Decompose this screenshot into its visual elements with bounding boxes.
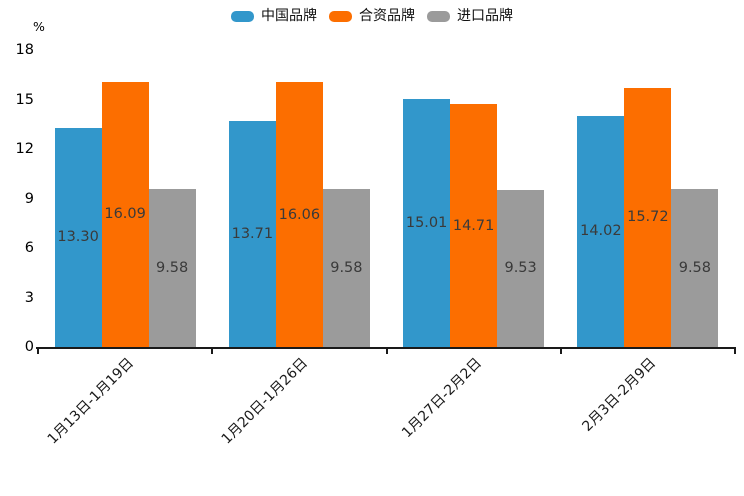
bar-value-label: 13.71: [231, 225, 274, 242]
y-axis-tick-label: 18: [15, 42, 34, 58]
x-axis-category-label: 1月20日-1月26日: [77, 353, 311, 447]
y-axis-unit-label: %: [33, 19, 45, 34]
y-axis-tick-label: 9: [24, 190, 34, 207]
bar-value-label: 16.06: [278, 206, 321, 223]
y-axis-tick-label: 12: [15, 141, 34, 157]
legend-label-china-brand: 中国品牌: [261, 8, 317, 24]
y-axis-tick-label: 15: [15, 91, 34, 108]
chart-legend: 中国品牌 合资品牌 进口品牌: [0, 8, 744, 24]
bar: [497, 189, 545, 347]
x-axis-line: [36, 347, 736, 349]
bar: [54, 127, 102, 347]
legend-label-imported-brand: 进口品牌: [457, 8, 513, 24]
x-axis-tick: [734, 349, 736, 354]
bar: [671, 188, 719, 347]
x-axis-category-label-text: 2月3日-2月9日: [579, 355, 660, 435]
bar: [450, 104, 498, 347]
bar: [148, 188, 196, 347]
x-axis-tick: [211, 349, 214, 354]
bar: [403, 99, 451, 347]
y-axis-tick-label: 0: [24, 339, 34, 355]
bar-value-label: 15.01: [405, 215, 448, 232]
legend-item-imported-brand: 进口品牌: [427, 8, 513, 24]
legend-label-joint-venture-brand: 合资品牌: [359, 8, 415, 24]
y-axis-tick-label: 3: [24, 289, 34, 306]
x-axis-category-label-text: 1月27日-2月2日: [399, 355, 486, 442]
bar-value-label: 9.58: [330, 259, 363, 276]
bar: [322, 188, 370, 347]
bar-value-label: 9.53: [504, 260, 537, 277]
x-axis-category-label-text: 1月20日-1月26日: [218, 355, 311, 448]
bar: [624, 87, 672, 347]
legend-swatch-china-brand-icon: [231, 10, 254, 22]
x-axis-category-label: 1月27日-2月2日: [252, 353, 485, 441]
bar: [101, 81, 149, 347]
x-axis-tick: [37, 349, 39, 354]
bar-value-label: 9.58: [678, 259, 712, 276]
bar: [228, 120, 276, 347]
x-axis-tick: [559, 349, 562, 354]
x-axis-category-label-text: 1月13日-1月19日: [44, 355, 137, 448]
bar-value-label: 14.71: [452, 217, 495, 234]
bar-value-label: 13.30: [57, 229, 99, 246]
y-axis-tick-label: 6: [24, 240, 34, 256]
legend-item-joint-venture-brand: 合资品牌: [329, 8, 415, 24]
bar-value-label: 16.09: [104, 206, 146, 223]
bar: [577, 115, 625, 347]
legend-swatch-imported-brand-icon: [427, 10, 450, 22]
legend-swatch-joint-venture-brand-icon: [329, 10, 352, 22]
bar: [275, 82, 323, 347]
bar-value-label: 9.58: [155, 259, 189, 276]
x-axis-category-label: 2月3日-2月9日: [426, 353, 660, 435]
x-axis-tick: [385, 349, 388, 354]
bar-value-label: 14.02: [580, 223, 622, 240]
bar-value-label: 15.72: [627, 209, 669, 226]
legend-item-china-brand: 中国品牌: [231, 8, 317, 24]
